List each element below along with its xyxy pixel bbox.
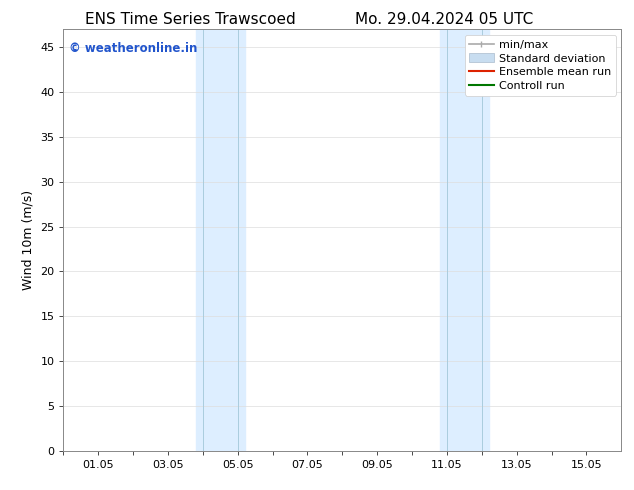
Bar: [440, 29, 489, 451]
Text: Mo. 29.04.2024 05 UTC: Mo. 29.04.2024 05 UTC: [354, 12, 533, 27]
Bar: [196, 29, 245, 451]
Legend: min/max, Standard deviation, Ensemble mean run, Controll run: min/max, Standard deviation, Ensemble me…: [465, 35, 616, 96]
Text: © weatheronline.in: © weatheronline.in: [69, 42, 197, 55]
Text: ENS Time Series Trawscoed: ENS Time Series Trawscoed: [85, 12, 295, 27]
Y-axis label: Wind 10m (m/s): Wind 10m (m/s): [22, 190, 35, 290]
